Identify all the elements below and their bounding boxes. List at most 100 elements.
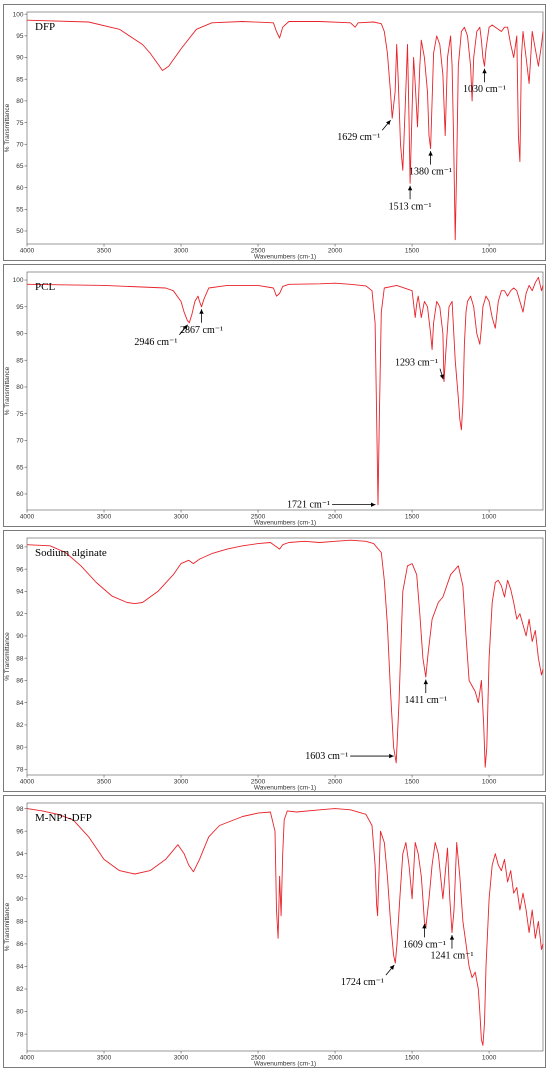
x-tick-label: 2500 (251, 514, 266, 521)
y-tick-label: 80 (16, 744, 24, 751)
spectrum-line (26, 808, 544, 1046)
y-tick-label: 90 (16, 331, 24, 338)
plot-frame (26, 271, 544, 511)
x-tick-label: 3500 (97, 248, 112, 255)
annotation-arrowhead (389, 753, 394, 759)
y-axis-label: % Transmittance (4, 632, 11, 681)
spectrum-chart-dfp: 4000 3500 3000 2500 2000 1500 1000 50 55 60 65 70 75… (4, 11, 544, 261)
y-tick-label: 70 (16, 438, 24, 445)
y-axis-label: % Transmittance (4, 366, 11, 415)
y-tick-label: 78 (16, 1031, 24, 1038)
y-tick-label: 96 (16, 566, 24, 573)
y-tick-label: 75 (16, 120, 24, 127)
y-tick-label: 82 (16, 986, 24, 993)
y-tick-label: 90 (16, 633, 24, 640)
x-tick-label: 3000 (174, 514, 189, 521)
x-axis-label: Wavenumbers (cm-1) (254, 254, 316, 261)
peak-annotation: 1293 cm⁻¹ (395, 358, 438, 369)
x-tick-label: 4000 (20, 514, 35, 521)
peak-annotation: 1030 cm⁻¹ (463, 84, 506, 95)
y-tick-label: 78 (16, 767, 24, 774)
x-tick-label: 4000 (20, 779, 35, 786)
y-tick-label: 80 (16, 1009, 24, 1016)
annotation-arrowhead (183, 324, 188, 330)
annotation-arrowhead (428, 151, 433, 156)
x-tick-label: 3500 (97, 1055, 112, 1062)
y-tick-label: 86 (16, 941, 24, 948)
spectrum-panel-dfp: 4000 3500 3000 2500 2000 1500 1000 50 55 60 65 70 75… (3, 4, 546, 261)
y-tick-label: 80 (16, 98, 24, 105)
y-axis-label: % Transmittance (4, 902, 11, 951)
y-axis-label: % Transmittance (4, 103, 11, 152)
x-tick-label: 2500 (251, 248, 266, 255)
annotation-arrowhead (371, 502, 376, 507)
x-tick-label: 2000 (328, 1055, 343, 1062)
y-tick-label: 98 (16, 544, 24, 551)
peak-annotation: 1609 cm⁻¹ (403, 939, 446, 950)
y-tick-label: 65 (16, 464, 24, 471)
peak-annotation: 2867 cm⁻¹ (180, 325, 223, 336)
spectrum-title: DFP (35, 21, 55, 33)
x-tick-label: 1000 (482, 514, 497, 521)
annotation-arrowhead (422, 923, 427, 929)
x-axis-label: Wavenumbers (cm-1) (254, 785, 316, 792)
spectrum-title: Sodium alginate (35, 547, 107, 559)
x-tick-label: 1500 (405, 1055, 420, 1062)
peak-annotation: 1629 cm⁻¹ (337, 132, 380, 143)
y-tick-label: 100 (13, 277, 24, 284)
x-tick-label: 3500 (97, 514, 112, 521)
spectrum-title: PCL (35, 281, 55, 293)
plot-frame (26, 11, 544, 245)
y-tick-label: 85 (16, 76, 24, 83)
annotation-arrowhead (449, 935, 455, 940)
x-tick-label: 4000 (20, 1055, 35, 1062)
spectrum-line (26, 19, 544, 241)
spectrum-title: M-NP1-DFP (35, 812, 92, 824)
x-tick-label: 1500 (405, 248, 420, 255)
spectrum-panel-pcl: 4000 3500 3000 2500 2000 1500 1000 60 65 70 75 80 85… (3, 264, 546, 527)
x-tick-label: 3000 (174, 779, 189, 786)
plot-frame (26, 802, 544, 1052)
annotation-arrowhead (423, 679, 428, 685)
x-tick-label: 1000 (482, 248, 497, 255)
spectrum-panel-sodium-alginate: 4000 3500 3000 2500 2000 1500 1000 78 80 82 84 86 88… (3, 530, 546, 792)
peak-annotation: 1241 cm⁻¹ (430, 951, 473, 962)
annotation-arrowhead (407, 185, 413, 191)
y-tick-label: 80 (16, 384, 24, 391)
y-tick-label: 88 (16, 919, 24, 926)
x-tick-label: 1500 (405, 779, 420, 786)
peak-annotation: 2946 cm⁻¹ (134, 337, 177, 348)
x-axis-label: Wavenumbers (cm-1) (254, 520, 316, 527)
peak-annotation: 1411 cm⁻¹ (404, 695, 447, 706)
annotation-arrowhead (439, 374, 444, 380)
y-tick-label: 95 (16, 304, 24, 311)
peak-annotation: 1721 cm⁻¹ (287, 500, 330, 511)
x-tick-label: 3000 (174, 248, 189, 255)
x-tick-label: 2000 (328, 248, 343, 255)
y-tick-label: 84 (16, 964, 24, 971)
x-tick-label: 2500 (251, 779, 266, 786)
peak-annotation: 1513 cm⁻¹ (389, 201, 432, 212)
peak-annotation: 1380 cm⁻¹ (409, 167, 452, 178)
y-tick-label: 75 (16, 411, 24, 418)
x-tick-label: 1500 (405, 514, 420, 521)
x-tick-label: 3000 (174, 1055, 189, 1062)
y-tick-label: 50 (16, 228, 24, 235)
x-tick-label: 2500 (251, 1055, 266, 1062)
y-tick-label: 84 (16, 700, 24, 707)
plot-frame (26, 537, 544, 776)
spectrum-line (26, 276, 544, 506)
y-tick-label: 82 (16, 722, 24, 729)
y-tick-label: 90 (16, 896, 24, 903)
y-tick-label: 94 (16, 851, 24, 858)
y-tick-label: 90 (16, 55, 24, 62)
y-tick-label: 100 (13, 11, 24, 18)
peak-annotation: 1603 cm⁻¹ (305, 751, 348, 762)
peak-annotation: 1724 cm⁻¹ (341, 977, 384, 988)
annotation-arrowhead (386, 120, 391, 125)
annotation-arrowhead (199, 309, 204, 314)
y-tick-label: 60 (16, 491, 24, 498)
y-tick-label: 70 (16, 141, 24, 148)
x-tick-label: 2000 (328, 514, 343, 521)
spectrum-line (26, 539, 544, 768)
